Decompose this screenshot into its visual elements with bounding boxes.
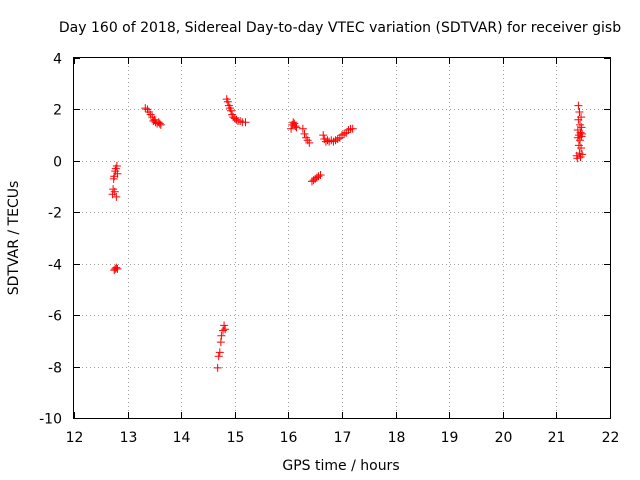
x-tick-label: 13 bbox=[120, 430, 138, 446]
x-tick-label: 19 bbox=[441, 430, 459, 446]
data-point bbox=[219, 326, 228, 335]
data-point bbox=[289, 118, 298, 127]
y-tick-label: -10 bbox=[39, 412, 62, 428]
x-tick-label: 18 bbox=[388, 430, 406, 446]
data-point bbox=[298, 124, 307, 133]
x-axis-title: GPS time / hours bbox=[282, 458, 399, 474]
x-tick-label: 14 bbox=[173, 430, 191, 446]
data-point bbox=[319, 131, 328, 140]
x-tick-label: 22 bbox=[602, 430, 620, 446]
data-point bbox=[221, 325, 230, 334]
data-point bbox=[577, 113, 586, 122]
data-point bbox=[574, 101, 583, 110]
data-point bbox=[214, 352, 223, 361]
data-point bbox=[227, 106, 236, 115]
data-point bbox=[113, 264, 122, 273]
data-point bbox=[241, 118, 250, 127]
x-tick-label: 12 bbox=[66, 430, 84, 446]
data-point bbox=[215, 348, 224, 357]
data-point bbox=[213, 363, 222, 372]
data-point bbox=[331, 136, 340, 145]
data-points bbox=[108, 95, 587, 372]
x-tick-label: 17 bbox=[334, 430, 352, 446]
data-point bbox=[156, 120, 165, 129]
data-point bbox=[578, 150, 587, 159]
data-point bbox=[573, 154, 582, 163]
data-point bbox=[220, 321, 229, 330]
data-point bbox=[577, 144, 586, 152]
data-point bbox=[338, 131, 346, 140]
data-point bbox=[112, 162, 121, 170]
y-tick-label: -8 bbox=[48, 361, 62, 377]
data-point bbox=[287, 124, 296, 133]
data-point bbox=[316, 171, 325, 179]
data-point bbox=[232, 115, 241, 124]
data-point bbox=[112, 192, 121, 201]
chart-title: Day 160 of 2018, Sidereal Day-to-day VTE… bbox=[59, 20, 621, 36]
data-point bbox=[236, 117, 245, 125]
x-tick-label: 21 bbox=[548, 430, 566, 446]
data-point bbox=[348, 124, 357, 133]
data-point bbox=[344, 126, 353, 134]
data-point bbox=[292, 123, 301, 132]
x-tick-label: 15 bbox=[227, 430, 245, 446]
data-point bbox=[577, 123, 586, 132]
data-point bbox=[575, 136, 584, 145]
data-point bbox=[141, 104, 150, 113]
y-tick-label: -2 bbox=[48, 206, 62, 222]
plot-frame bbox=[73, 57, 611, 419]
data-point bbox=[300, 129, 309, 138]
data-point bbox=[216, 338, 225, 347]
data-point bbox=[333, 135, 342, 143]
grid bbox=[74, 58, 610, 418]
y-tick-label: 2 bbox=[53, 103, 62, 119]
y-tick-label: 4 bbox=[53, 52, 62, 68]
data-point bbox=[112, 263, 121, 272]
y-axis-title: SDTVAR / TECUs bbox=[6, 181, 22, 296]
data-point bbox=[217, 331, 226, 340]
data-point bbox=[113, 169, 122, 178]
data-point bbox=[155, 119, 164, 128]
y-tick-label: -4 bbox=[48, 258, 62, 274]
data-point bbox=[223, 97, 232, 106]
x-tick-label: 16 bbox=[280, 430, 298, 446]
data-point bbox=[305, 138, 314, 147]
data-point bbox=[575, 108, 584, 116]
data-point bbox=[110, 187, 119, 196]
y-tick-label: 0 bbox=[53, 155, 62, 171]
data-point bbox=[340, 129, 349, 138]
data-point bbox=[291, 122, 300, 131]
y-tick-label: -6 bbox=[48, 309, 62, 325]
data-point bbox=[576, 128, 585, 137]
data-point bbox=[578, 129, 587, 138]
x-tick-label: 20 bbox=[495, 430, 513, 446]
axis-ticks: 12 13 14 15 16 17 18 19 20 21 22 -10 -8 -6 -4 -2 0 2 4 bbox=[39, 52, 619, 447]
data-point bbox=[314, 172, 323, 181]
data-point bbox=[329, 137, 338, 146]
